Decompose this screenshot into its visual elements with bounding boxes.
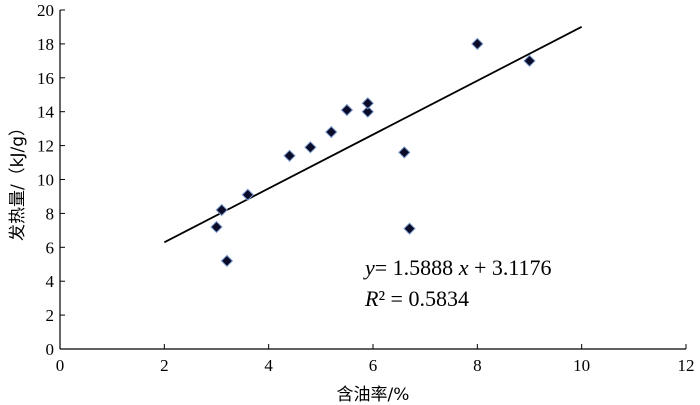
- y-tick-label: 4: [46, 272, 55, 291]
- data-point: [210, 220, 223, 234]
- data-point: [220, 254, 234, 268]
- data-point: [325, 125, 338, 139]
- y-tick-label: 6: [46, 238, 55, 257]
- regression-equation: y= 1.5888 x + 3.1176: [363, 255, 552, 280]
- y-tick-label: 16: [37, 69, 54, 88]
- data-points: [210, 37, 536, 268]
- data-point: [283, 149, 296, 162]
- data-point: [471, 37, 484, 51]
- equation-text: = 1.5888: [375, 255, 453, 280]
- data-point: [398, 146, 411, 159]
- data-point: [361, 105, 374, 118]
- y-tick-label: 0: [46, 340, 55, 359]
- trendline: [163, 26, 583, 244]
- y-tick-label: 2: [46, 306, 55, 325]
- data-point: [523, 54, 536, 68]
- equation-x-var: x: [458, 255, 469, 280]
- y-tick-label: 12: [37, 137, 54, 156]
- x-tick-label: 6: [369, 356, 378, 375]
- data-point: [361, 97, 374, 110]
- x-tick-label: 8: [473, 356, 482, 375]
- y-tick-label: 20: [37, 1, 54, 20]
- equation-rest: + 3.1176: [468, 255, 551, 280]
- data-point: [403, 222, 416, 235]
- equation-y-var: y: [363, 255, 375, 280]
- x-tick-label: 10: [573, 356, 590, 375]
- trendline-group: [163, 26, 583, 244]
- x-tick-label: 2: [160, 356, 169, 375]
- data-point: [304, 141, 317, 154]
- data-point: [340, 103, 354, 117]
- data-point: [241, 188, 255, 201]
- r-squared-symbol: R: [364, 286, 379, 311]
- y-tick-label: 14: [37, 103, 55, 122]
- y-axis-title: 发热量/（kJ/g）: [8, 119, 28, 241]
- x-tick-label: 4: [264, 356, 273, 375]
- r-squared: R² = 0.5834: [364, 286, 469, 311]
- y-tick-label: 18: [37, 35, 54, 54]
- data-point: [215, 203, 228, 217]
- y-tick-label: 10: [37, 171, 54, 190]
- x-tick-label: 0: [56, 356, 65, 375]
- axes: 0 2 4 6 8 10 12 14 16 18 20 0 2 4 6 8 10 12: [37, 1, 695, 375]
- r-squared-value: ² = 0.5834: [378, 286, 469, 311]
- x-axis-title: 含油率/%: [337, 385, 410, 405]
- y-tick-label: 8: [46, 204, 55, 223]
- x-tick-label: 12: [678, 356, 695, 375]
